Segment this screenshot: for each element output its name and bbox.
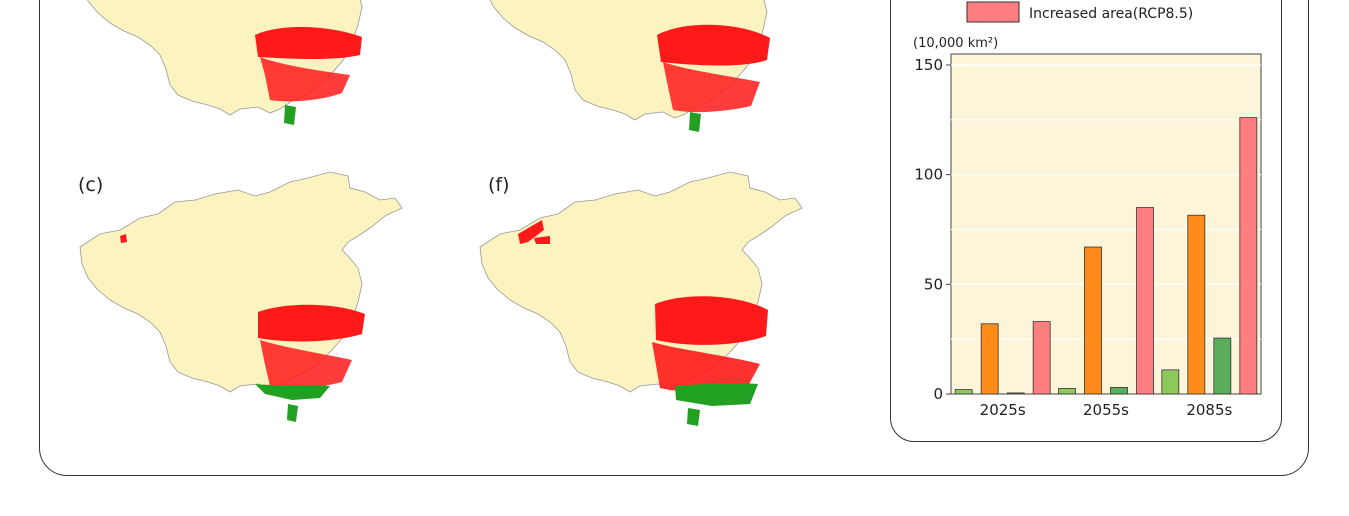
y-axis: 0 50 100 150: [914, 56, 951, 403]
y-unit-label: (10,000 km²): [913, 36, 998, 51]
plot-area: [950, 53, 1262, 395]
decreased-area-region: [255, 384, 330, 400]
legend-label-increased-rcp85: Increased area(RCP8.5): [1029, 6, 1193, 22]
bar: [1006, 392, 1025, 395]
increased-area-region: [258, 304, 365, 342]
bar: [1058, 388, 1076, 395]
map-c: [79, 171, 403, 422]
y-tick-label: 100: [914, 166, 943, 184]
bars: [954, 117, 1258, 395]
increased-area-region: [518, 220, 544, 244]
figure-frame: [39, 0, 1309, 476]
bar-chart: Increased area(RCP8.5) (10,000 km²) 0 50 1…: [913, 1, 1262, 419]
legend-swatch-increased-rcp85: [966, 1, 1020, 23]
increased-area-region: [260, 57, 350, 102]
map-d: [484, 0, 808, 132]
bar: [1161, 369, 1180, 395]
increased-area-region: [255, 26, 362, 59]
increased-area-region: [652, 342, 760, 392]
x-tick-label: 2085s: [1186, 401, 1232, 419]
bar: [1084, 246, 1102, 395]
bar: [1187, 214, 1206, 395]
bar: [1032, 321, 1051, 395]
y-tick-label: 50: [924, 275, 943, 293]
x-tick-label: 2025s: [980, 401, 1026, 419]
bar: [954, 389, 973, 395]
decreased-area-region: [687, 408, 700, 426]
panel-label-c: (c): [78, 174, 104, 196]
panel-label-f: (f): [488, 174, 510, 196]
increased-area-region: [120, 234, 127, 243]
decreased-area-region: [675, 383, 758, 406]
y-tick-label: 150: [914, 56, 943, 74]
bar: [980, 323, 999, 395]
decreased-area-region: [284, 105, 296, 125]
increased-area-region: [655, 296, 768, 345]
x-tick-label: 2055s: [1083, 401, 1129, 419]
bar: [1110, 387, 1128, 395]
bar: [1239, 117, 1258, 395]
bar: [1136, 207, 1154, 395]
map-panels: [79, 0, 808, 426]
increased-area-region: [663, 62, 760, 113]
map-f: [479, 171, 803, 426]
x-axis: 2025s 2055s 2085s: [980, 401, 1233, 419]
decreased-area-region: [689, 112, 701, 132]
increased-area-region: [657, 24, 770, 66]
grid: [951, 64, 1261, 340]
increased-area-region: [260, 340, 352, 389]
chart-panel: Increased area(RCP8.5) (10,000 km²) 0 50 1…: [890, 0, 1282, 442]
bar: [1213, 337, 1232, 395]
increased-area-region: [534, 236, 550, 244]
legend: Increased area(RCP8.5): [966, 1, 1193, 23]
map-a: [79, 0, 403, 125]
decreased-area-region: [287, 404, 298, 422]
y-tick-label: 0: [933, 385, 943, 403]
